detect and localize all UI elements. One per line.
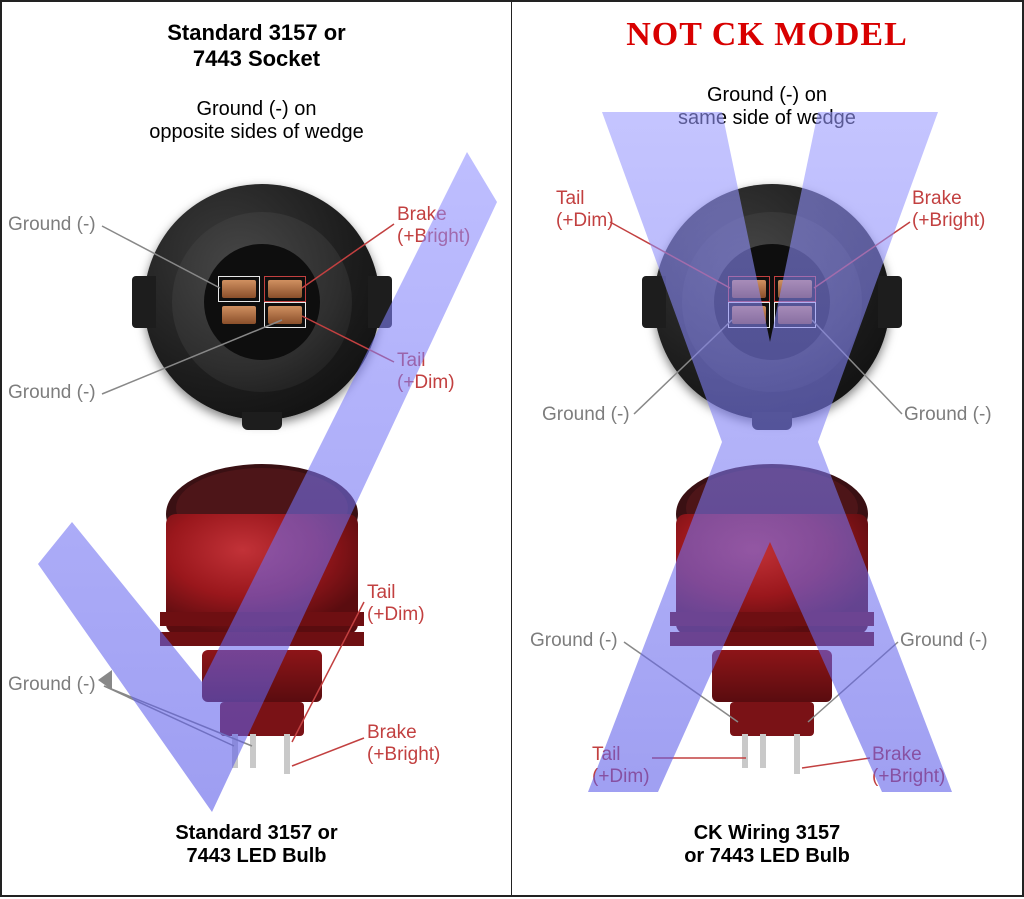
warn-title: NOT CK MODEL [512,16,1022,54]
comparison-frame: Standard 3157 or 7443 Socket Ground (-) … [0,0,1024,897]
left-socket [144,184,380,420]
panel-ck: NOT CK MODEL Ground (-) on same side of … [512,2,1022,895]
left-title: Standard 3157 or 7443 Socket [2,20,511,72]
panel-standard: Standard 3157 or 7443 Socket Ground (-) … [2,2,512,895]
left-sub-l2: opposite sides of wedge [2,121,511,144]
rbox-ground-bl [728,302,770,328]
lbl-tail: Tail (+Dim) [397,350,455,394]
rlbl-bulb-brake: Brake (+Bright) [872,744,945,788]
right-bottom-title: CK Wiring 3157 or 7443 LED Bulb [512,822,1022,868]
rlbl-tail: Tail (+Dim) [556,188,614,232]
left-subtitle: Ground (-) on opposite sides of wedge [2,98,511,144]
box-ground-br [264,302,306,328]
rlbl-bulb-tail: Tail (+Dim) [592,744,650,788]
right-bulb [642,462,902,782]
lbl-bulb-brake: Brake (+Bright) [367,722,440,766]
rlbl-ground-left: Ground (-) [542,404,630,426]
box-brake-tr [264,276,306,302]
left-title-l1: Standard 3157 or [2,20,511,46]
lbl-bulb-ground: Ground (-) [8,674,96,696]
right-socket [654,184,890,420]
rbox-tail-tl [728,276,770,302]
rbox-brake-tr [774,276,816,302]
rbox-ground-br [774,302,816,328]
box-ground-tl [218,276,260,302]
left-bottom-title: Standard 3157 or 7443 LED Bulb [2,822,511,868]
lbl-ground-top: Ground (-) [8,214,96,236]
rlbl-ground-right: Ground (-) [904,404,992,426]
lbl-brake: Brake (+Bright) [397,204,470,248]
lbl-bulb-tail: Tail (+Dim) [367,582,425,626]
left-sub-l1: Ground (-) on [2,98,511,121]
rlbl-bulb-ground-r: Ground (-) [900,630,988,652]
rlbl-brake: Brake (+Bright) [912,188,985,232]
left-bulb [132,462,392,782]
lbl-ground-bottom: Ground (-) [8,382,96,404]
rlbl-bulb-ground-l: Ground (-) [530,630,618,652]
left-title-l2: 7443 Socket [2,46,511,72]
right-subtitle: Ground (-) on same side of wedge [512,84,1022,130]
